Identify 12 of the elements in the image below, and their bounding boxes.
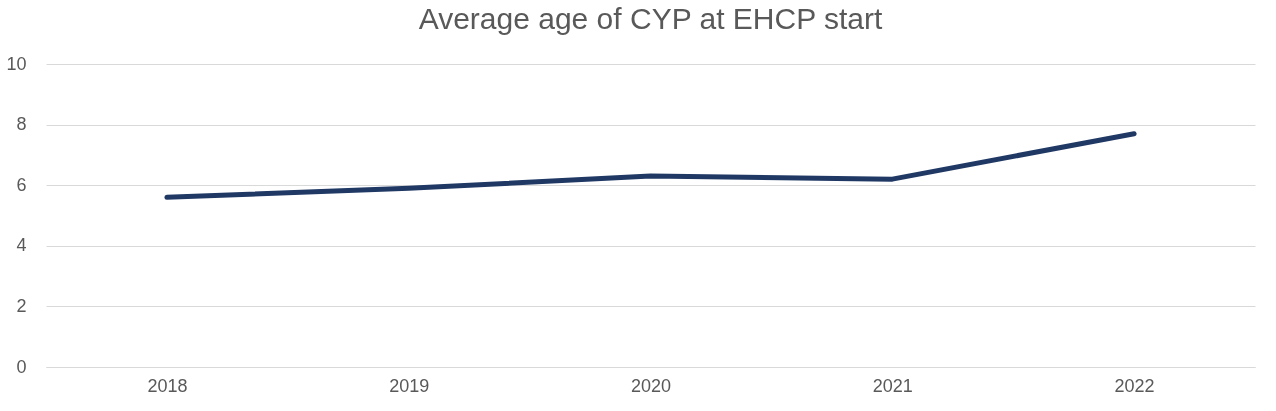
x-tick-label: 2021 <box>872 375 913 396</box>
x-tick-label: 2019 <box>389 375 430 396</box>
x-tick-label: 2022 <box>1114 375 1155 396</box>
y-tick-label: 6 <box>16 174 27 195</box>
chart-title: Average age of CYP at EHCP start <box>418 2 883 35</box>
y-tick-label: 8 <box>16 114 27 135</box>
x-tick-label: 2018 <box>147 375 188 396</box>
y-tick-label: 2 <box>16 295 27 316</box>
y-tick-label: 10 <box>6 53 27 74</box>
y-tick-label: 0 <box>16 356 27 377</box>
x-tick-label: 2020 <box>630 375 672 396</box>
y-tick-label: 4 <box>16 235 27 256</box>
